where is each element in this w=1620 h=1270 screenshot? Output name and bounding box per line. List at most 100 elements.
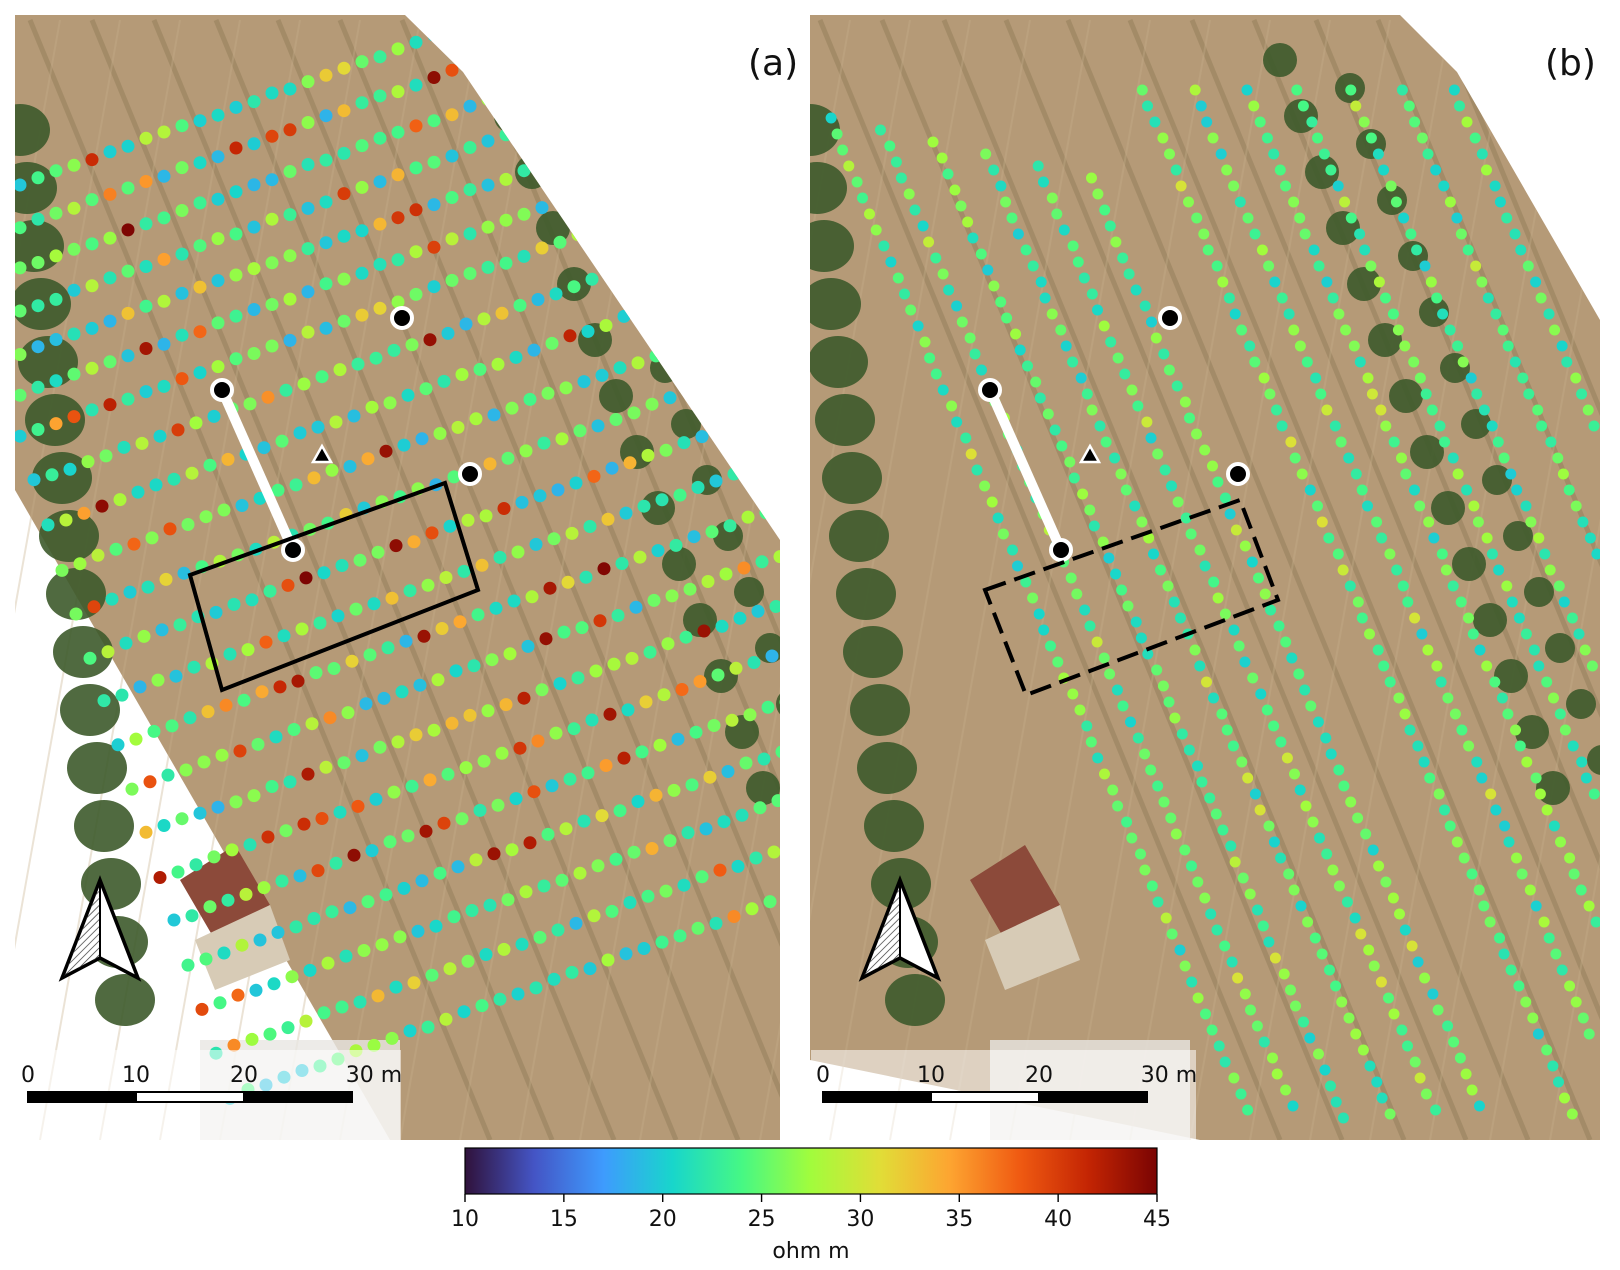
resistivity-point xyxy=(980,148,992,160)
resistivity-point xyxy=(1236,756,1248,768)
resistivity-point xyxy=(265,129,279,143)
resistivity-point xyxy=(435,622,449,635)
olive-tree xyxy=(1410,435,1444,469)
resistivity-point xyxy=(956,316,968,328)
resistivity-point xyxy=(463,57,477,71)
north-arrow-icon xyxy=(860,879,901,981)
resistivity-point xyxy=(335,559,349,572)
resistivity-point xyxy=(1489,676,1501,688)
resistivity-point xyxy=(1211,924,1223,936)
resistivity-point xyxy=(1120,484,1132,496)
resistivity-point xyxy=(1289,768,1300,780)
resistivity-point xyxy=(899,288,910,300)
resistivity-point xyxy=(1300,800,1312,812)
resistivity-point xyxy=(962,216,974,228)
resistivity-point xyxy=(161,768,175,782)
resistivity-point xyxy=(121,181,135,195)
resistivity-point xyxy=(355,308,369,322)
resistivity-point xyxy=(1414,1072,1426,1084)
resistivity-point xyxy=(475,558,489,572)
resistivity-point xyxy=(103,187,117,201)
resistivity-point xyxy=(1183,196,1194,208)
resistivity-point xyxy=(739,756,753,770)
resistivity-point xyxy=(1246,556,1258,568)
resistivity-point xyxy=(211,800,225,814)
resistivity-point xyxy=(271,483,285,497)
resistivity-point xyxy=(283,333,297,347)
resistivity-point xyxy=(737,561,751,575)
resistivity-point xyxy=(1086,288,1098,300)
resistivity-point xyxy=(1345,84,1357,96)
resistivity-point xyxy=(1561,356,1573,368)
resistivity-point xyxy=(1384,676,1396,688)
olive-tree xyxy=(599,379,633,413)
resistivity-point xyxy=(391,295,405,309)
resistivity-point xyxy=(1263,936,1275,948)
resistivity-point xyxy=(153,429,167,443)
resistivity-point xyxy=(1234,196,1246,208)
resistivity-point xyxy=(1239,988,1251,1000)
resistivity-point xyxy=(49,164,63,178)
track-line xyxy=(1189,19,1391,1140)
resistivity-point xyxy=(157,379,171,393)
resistivity-point xyxy=(451,420,465,434)
resistivity-point xyxy=(455,812,469,826)
colorbar-tick-label: 25 xyxy=(748,1207,776,1232)
resistivity-point xyxy=(1294,340,1306,352)
resistivity-point xyxy=(441,326,455,340)
resistivity-point xyxy=(1239,656,1251,668)
resistivity-point xyxy=(1543,932,1555,944)
resistivity-point xyxy=(1117,252,1129,264)
resistivity-point xyxy=(1448,84,1460,96)
resistivity-point xyxy=(377,691,391,705)
resistivity-point xyxy=(337,61,351,75)
resistivity-point xyxy=(1151,664,1163,676)
resistivity-point xyxy=(137,629,151,643)
resistivity-point xyxy=(247,220,261,234)
resistivity-point xyxy=(1194,660,1206,672)
resistivity-point xyxy=(1476,772,1488,784)
resistivity-point xyxy=(609,413,623,426)
resistivity-point xyxy=(1254,804,1266,816)
resistivity-point xyxy=(1006,212,1018,224)
resistivity-point xyxy=(581,766,595,780)
resistivity-point xyxy=(951,300,963,312)
resistivity-point xyxy=(259,635,273,649)
resistivity-point xyxy=(1289,452,1301,464)
resistivity-point xyxy=(247,789,261,803)
resistivity-point xyxy=(745,461,759,475)
resistivity-point xyxy=(541,386,555,400)
resistivity-point xyxy=(287,723,301,736)
resistivity-point xyxy=(1444,324,1456,336)
resistivity-point xyxy=(1327,864,1339,876)
resistivity-point xyxy=(365,844,379,858)
resistivity-point xyxy=(535,115,549,129)
resistivity-point xyxy=(725,713,739,727)
resistivity-point xyxy=(307,471,321,485)
resistivity-point xyxy=(515,495,529,509)
resistivity-point xyxy=(503,647,517,661)
scale-bar-tick: 10 xyxy=(917,1063,945,1088)
resistivity-point xyxy=(267,977,281,991)
resistivity-point xyxy=(1330,980,1342,992)
resistivity-point xyxy=(147,724,161,738)
olive-tree xyxy=(1263,43,1297,77)
resistivity-point xyxy=(493,550,507,564)
resistivity-point xyxy=(591,419,605,433)
hedge-tree xyxy=(810,278,861,330)
resistivity-point xyxy=(1456,724,1468,736)
resistivity-point xyxy=(63,462,77,476)
resistivity-point xyxy=(1098,320,1110,332)
resistivity-point xyxy=(427,71,441,84)
resistivity-point xyxy=(353,995,367,1009)
panel-b-label: (b) xyxy=(1545,43,1596,84)
resistivity-point xyxy=(1251,1020,1263,1032)
resistivity-point xyxy=(131,485,145,499)
hedge-tree xyxy=(810,336,868,388)
resistivity-point xyxy=(1399,924,1411,936)
olive-tree xyxy=(671,409,701,439)
north-arrow-icon xyxy=(60,879,101,981)
resistivity-point xyxy=(1327,292,1339,304)
resistivity-point xyxy=(1258,372,1270,384)
resistivity-point xyxy=(786,840,799,853)
